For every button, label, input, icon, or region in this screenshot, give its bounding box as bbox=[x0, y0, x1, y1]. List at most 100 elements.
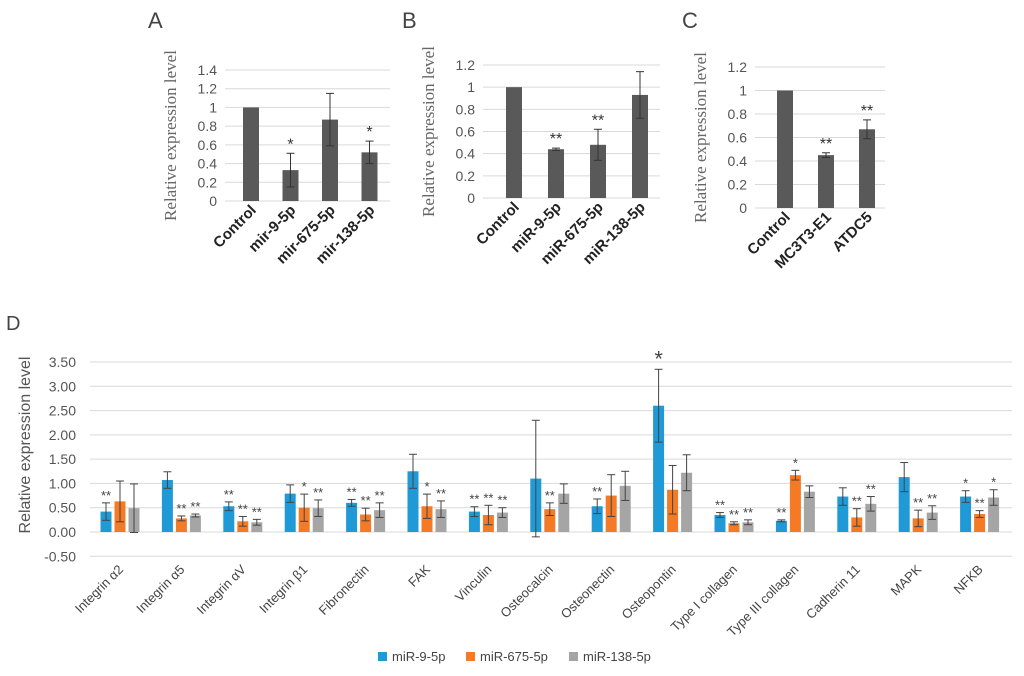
y-tick-label: 1 bbox=[209, 99, 217, 115]
bar-miR-675-5p bbox=[360, 514, 372, 532]
x-tick-label: Integrin β1 bbox=[256, 562, 310, 616]
bar-miR-9-5p bbox=[407, 471, 419, 532]
y-tick-label: 0.2 bbox=[198, 174, 218, 190]
bar-miR-138-5p bbox=[496, 512, 508, 532]
bar-miR-9-5p bbox=[714, 515, 726, 532]
significance-marker: ** bbox=[866, 482, 876, 497]
x-tick-label: Vinculin bbox=[452, 562, 495, 605]
significance-marker: ** bbox=[176, 501, 186, 516]
legend-label: miR-138-5p bbox=[583, 649, 651, 664]
panel-label: A bbox=[148, 8, 163, 33]
bar-miR-9-5p bbox=[837, 496, 849, 532]
panel-label: C bbox=[682, 8, 698, 33]
significance-marker: * bbox=[302, 479, 307, 494]
bar-miR-675-5p bbox=[590, 144, 606, 198]
significance-marker: ** bbox=[101, 488, 111, 503]
significance-marker: * bbox=[287, 136, 293, 153]
y-tick-label: 1 bbox=[467, 79, 475, 95]
bar-miR-9-5p bbox=[100, 511, 112, 532]
y-tick-label: 2.00 bbox=[49, 427, 76, 443]
x-tick-label: NFKB bbox=[951, 562, 986, 597]
y-tick-label: 2.50 bbox=[49, 403, 76, 419]
y-tick-label: 3.00 bbox=[49, 378, 76, 394]
bar-miR-675-5p bbox=[421, 506, 433, 532]
bar-miR-9-5p bbox=[898, 477, 910, 532]
y-tick-label: 1.2 bbox=[198, 81, 218, 97]
significance-marker: ** bbox=[483, 490, 493, 505]
significance-marker: ** bbox=[852, 494, 862, 509]
bar-miR-675-5p bbox=[544, 509, 556, 532]
significance-marker: ** bbox=[743, 505, 753, 520]
significance-marker: ** bbox=[913, 495, 923, 510]
significance-marker: ** bbox=[469, 492, 479, 507]
y-axis-label: Relative expression level bbox=[419, 46, 438, 217]
significance-marker: ** bbox=[497, 493, 507, 508]
y-tick-label: 0.2 bbox=[456, 168, 476, 184]
significance-marker: ** bbox=[729, 507, 739, 522]
significance-marker: ** bbox=[592, 484, 602, 499]
panel-label: B bbox=[402, 8, 417, 33]
bar-miR-138-5p bbox=[189, 515, 201, 532]
significance-marker: ** bbox=[861, 103, 873, 120]
significance-marker: * bbox=[654, 346, 663, 371]
significance-marker: ** bbox=[550, 131, 562, 148]
significance-marker: * bbox=[963, 476, 968, 491]
significance-marker: ** bbox=[313, 485, 323, 500]
bar-miR-675-5p bbox=[175, 518, 187, 532]
x-tick-label: Integrin α5 bbox=[133, 562, 187, 616]
bar-miR-9-5p bbox=[548, 149, 564, 198]
bar-miR-9-5p bbox=[960, 496, 972, 532]
y-tick-label: 1 bbox=[739, 83, 747, 99]
y-tick-label: 1.4 bbox=[198, 62, 218, 78]
x-tick-label: Cadherin 11 bbox=[803, 562, 863, 622]
significance-marker: ** bbox=[776, 505, 786, 520]
bar-miR-138-5p bbox=[558, 493, 570, 532]
y-tick-label: 0.4 bbox=[198, 156, 218, 172]
bar-ATDC5 bbox=[859, 129, 875, 208]
y-tick-label: 0.6 bbox=[456, 124, 476, 140]
legend-swatch bbox=[378, 652, 387, 661]
y-tick-label: 1.2 bbox=[456, 57, 476, 73]
bar-miR-675-5p bbox=[789, 475, 801, 532]
significance-marker: ** bbox=[592, 112, 604, 129]
legend-label: miR-9-5p bbox=[392, 649, 445, 664]
significance-marker: ** bbox=[545, 488, 555, 503]
bar-MC3T3-E1 bbox=[818, 155, 834, 208]
bar-miR-9-5p bbox=[346, 502, 358, 532]
bar-miR-138-5p bbox=[681, 472, 693, 532]
y-tick-label: 0.6 bbox=[728, 130, 748, 146]
legend-label: miR-675-5p bbox=[480, 649, 548, 664]
y-tick-label: -0.50 bbox=[44, 548, 76, 564]
bar-miR-138-5p bbox=[988, 497, 1000, 532]
significance-marker: * bbox=[991, 475, 996, 490]
y-axis-label: Relative expression level bbox=[691, 52, 710, 223]
x-tick-label: FAK bbox=[405, 562, 433, 590]
bar-miR-9-5p bbox=[653, 405, 665, 532]
y-tick-label: 1.00 bbox=[49, 475, 76, 491]
y-tick-label: 0.8 bbox=[728, 106, 748, 122]
y-tick-label: 1.2 bbox=[728, 59, 748, 75]
y-axis-label: Relative expression level bbox=[17, 357, 34, 534]
y-tick-label: 0 bbox=[739, 200, 747, 216]
significance-marker: ** bbox=[361, 493, 371, 508]
bar-mir-675-5p bbox=[322, 119, 338, 201]
significance-marker: ** bbox=[375, 488, 385, 503]
bar-Control bbox=[506, 87, 522, 198]
bar-miR-138-5p bbox=[742, 522, 754, 532]
y-axis-label: Relative expression level bbox=[161, 50, 180, 221]
bar-miR-675-5p bbox=[728, 523, 740, 532]
y-tick-label: 0.4 bbox=[728, 153, 748, 169]
y-tick-label: 0.8 bbox=[198, 118, 218, 134]
y-tick-label: 0 bbox=[209, 193, 217, 209]
significance-marker: ** bbox=[436, 486, 446, 501]
x-tick-label: MAPK bbox=[888, 562, 925, 599]
legend-swatch bbox=[466, 652, 475, 661]
significance-marker: ** bbox=[820, 136, 832, 153]
bar-miR-138-5p bbox=[803, 491, 815, 532]
y-tick-label: 0.4 bbox=[456, 146, 476, 162]
bar-miR-9-5p bbox=[223, 506, 235, 532]
x-tick-label: Integrin αV bbox=[194, 562, 249, 617]
bar-mir-138-5p bbox=[361, 152, 378, 201]
